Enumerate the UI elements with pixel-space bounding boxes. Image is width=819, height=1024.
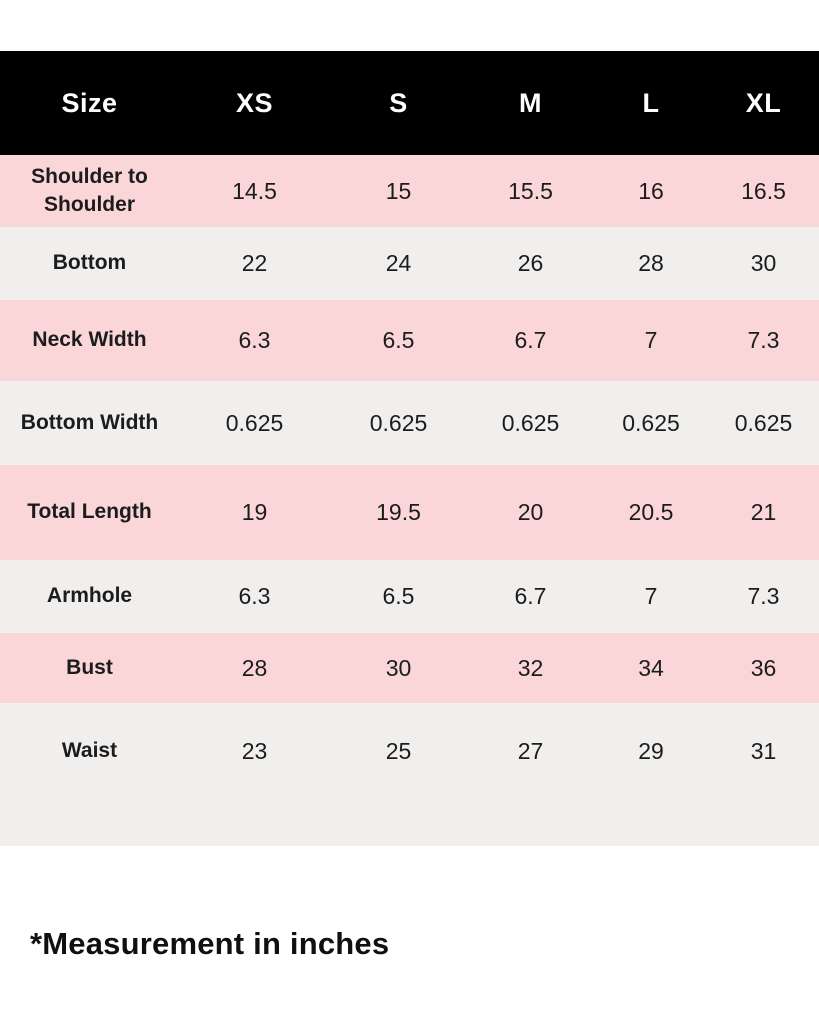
header-col-l: L [642, 87, 660, 118]
cell-value: 30 [385, 654, 412, 681]
cell-value: 0.625 [501, 409, 560, 436]
table-row: Waist 23 25 27 29 31 [0, 703, 819, 846]
cell-value: 24 [385, 250, 412, 276]
header-col-xl: XL [745, 87, 782, 118]
cell-value: 26 [517, 250, 544, 276]
cell-value: 0.625 [734, 409, 793, 436]
cell-value: 15.5 [508, 177, 553, 204]
row-label: Armhole [46, 584, 133, 608]
cell-value: 6.5 [382, 583, 415, 609]
cell-value: 0.625 [622, 409, 680, 436]
cell-value: 6.7 [514, 583, 547, 609]
cell-value: 19.5 [376, 499, 421, 525]
row-label: Waist [61, 738, 118, 762]
cell-value: 6.7 [514, 327, 547, 353]
cell-value: 28 [638, 250, 664, 276]
cell-value: 31 [750, 737, 777, 764]
cell-value: 25 [385, 737, 412, 764]
cell-value: 16.5 [741, 177, 786, 204]
cell-value: 6.5 [382, 327, 415, 353]
table-row: Total Length 19 19.5 20 20.5 21 [0, 465, 819, 560]
cell-value: 34 [638, 654, 664, 681]
header-col-m: M [519, 87, 542, 118]
table-header-row: Size XS S M L XL [0, 51, 819, 155]
table-row: Neck Width 6.3 6.5 6.7 7 7.3 [0, 300, 819, 381]
row-label: Bottom Width [20, 410, 159, 434]
table-row: Bottom 22 24 26 28 30 [0, 227, 819, 300]
table-row: Bust 28 30 32 34 36 [0, 633, 819, 703]
cell-value: 7 [644, 583, 658, 609]
cell-value: 14.5 [232, 177, 277, 204]
cell-value: 6.3 [238, 327, 271, 353]
table-body: Shoulder to Shoulder 14.5 15 15.5 16 16.5 Bott… [0, 155, 819, 846]
cell-value: 23 [241, 737, 268, 764]
cell-value: 7.3 [747, 583, 780, 609]
cell-value: 16 [638, 177, 664, 204]
table-row: Armhole 6.3 6.5 6.7 7 7.3 [0, 560, 819, 633]
row-label: Bust [66, 655, 113, 679]
size-chart-table: Size XS S M L XL Shoulder to Shoulder 14.… [0, 51, 819, 846]
header-size-label: Size [61, 87, 118, 118]
row-label: Bottom [52, 251, 127, 275]
table-row: Bottom Width 0.625 0.625 0.625 0.625 0.625 [0, 381, 819, 465]
cell-value: 36 [750, 654, 777, 681]
cell-value: 22 [241, 250, 268, 276]
table-row: Shoulder to Shoulder 14.5 15 15.5 16 16.5 [0, 155, 819, 227]
cell-value: 0.625 [225, 409, 284, 436]
cell-value: 20 [517, 499, 544, 525]
measurement-note: *Measurement in inches [30, 926, 390, 961]
cell-value: 28 [241, 654, 268, 681]
header-col-xs: XS [235, 87, 274, 118]
cell-value: 32 [517, 654, 544, 681]
cell-value: 15 [385, 177, 412, 204]
cell-value: 6.3 [238, 583, 271, 609]
row-label: Shoulder to Shoulder [31, 164, 148, 216]
header-col-s: S [389, 87, 408, 118]
cell-value: 19 [241, 499, 268, 525]
row-label: Total Length [27, 500, 152, 524]
cell-value: 21 [750, 499, 777, 525]
cell-value: 7.3 [747, 327, 780, 353]
row-label: Neck Width [32, 328, 147, 352]
cell-value: 0.625 [369, 409, 428, 436]
cell-value: 29 [638, 737, 664, 764]
cell-value: 27 [517, 737, 544, 764]
cell-value: 30 [750, 250, 777, 276]
cell-value: 7 [644, 327, 658, 353]
cell-value: 20.5 [628, 499, 674, 525]
